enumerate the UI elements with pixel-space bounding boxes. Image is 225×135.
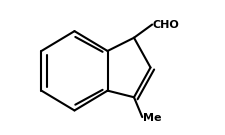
Text: Me: Me [143,113,162,123]
Text: CHO: CHO [153,20,180,30]
